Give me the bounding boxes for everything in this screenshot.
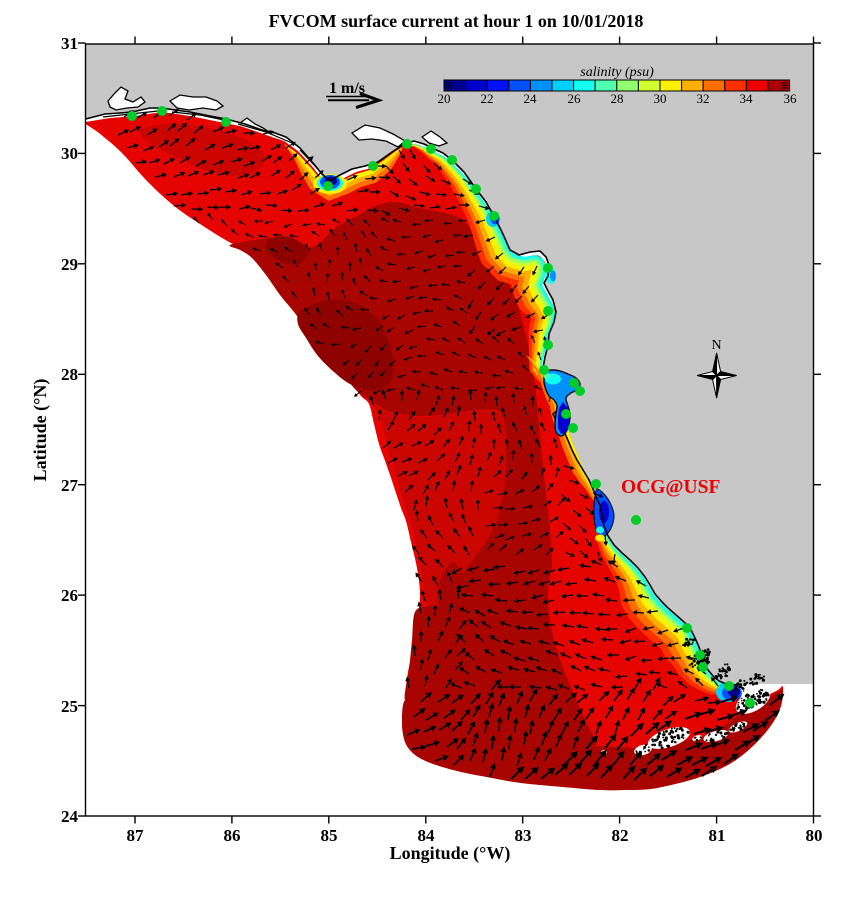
svg-text:27: 27 xyxy=(61,476,79,495)
svg-text:FVCOM surface current at hour: FVCOM surface current at hour 1 on 10/01… xyxy=(269,11,644,31)
svg-text:26: 26 xyxy=(568,91,582,106)
svg-text:84: 84 xyxy=(418,826,436,845)
svg-text:OCG@USF: OCG@USF xyxy=(621,477,720,498)
svg-text:Longitude (°W): Longitude (°W) xyxy=(390,843,511,864)
svg-text:29: 29 xyxy=(61,255,78,274)
svg-text:34: 34 xyxy=(740,91,754,106)
svg-text:salinity (psu): salinity (psu) xyxy=(580,65,654,80)
svg-text:1 m/s: 1 m/s xyxy=(329,80,365,97)
svg-text:30: 30 xyxy=(61,144,78,163)
svg-text:30: 30 xyxy=(654,91,667,106)
svg-text:24: 24 xyxy=(524,91,538,106)
svg-text:86: 86 xyxy=(224,826,241,845)
svg-text:81: 81 xyxy=(709,826,726,845)
svg-text:28: 28 xyxy=(61,365,78,384)
svg-text:87: 87 xyxy=(127,826,145,845)
svg-text:83: 83 xyxy=(515,826,532,845)
svg-text:36: 36 xyxy=(784,91,798,106)
svg-text:82: 82 xyxy=(612,826,629,845)
svg-text:Latitude (°N): Latitude (°N) xyxy=(30,379,51,482)
svg-text:22: 22 xyxy=(481,91,494,106)
svg-text:31: 31 xyxy=(61,34,78,53)
svg-text:32: 32 xyxy=(697,91,710,106)
svg-text:N: N xyxy=(712,338,722,353)
svg-text:85: 85 xyxy=(321,826,338,845)
svg-text:80: 80 xyxy=(806,826,823,845)
svg-text:24: 24 xyxy=(61,807,79,826)
svg-text:25: 25 xyxy=(61,697,78,716)
svg-text:20: 20 xyxy=(438,91,451,106)
svg-text:26: 26 xyxy=(61,586,78,605)
svg-text:28: 28 xyxy=(611,91,624,106)
